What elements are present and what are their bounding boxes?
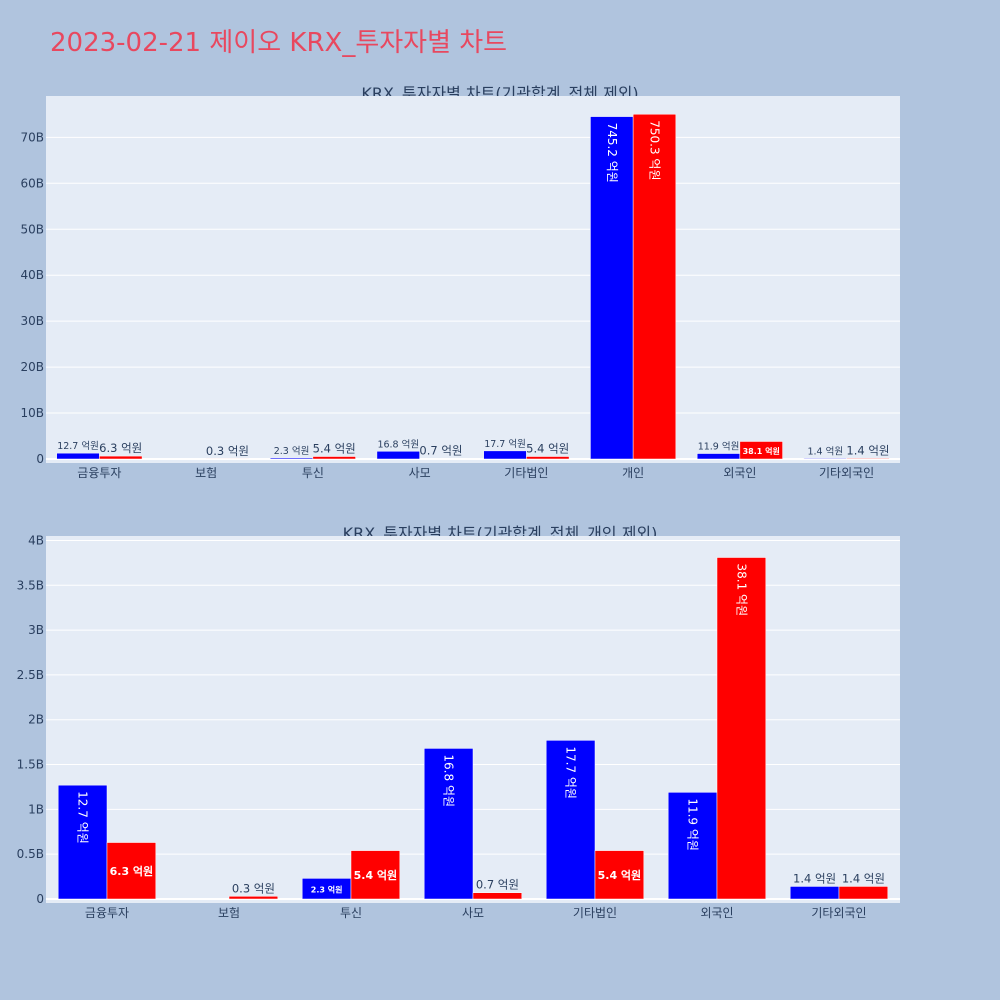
- y-tick-label: 0: [36, 892, 44, 906]
- bar-sell: [526, 456, 570, 460]
- bar-buy: [56, 452, 100, 460]
- y-tick-label: 40B: [20, 268, 44, 282]
- data-label: 38.1 억원: [743, 446, 780, 456]
- data-label: 2.3 억원: [274, 445, 310, 457]
- x-tick-label: 금융투자: [77, 466, 121, 480]
- data-label: 11.9 억원: [698, 441, 740, 453]
- bar-buy: [696, 453, 741, 460]
- y-tick-label: 3B: [28, 623, 44, 637]
- bar-sell: [106, 842, 157, 900]
- y-tick-label: 60B: [20, 176, 44, 190]
- bar-buy: [269, 457, 314, 460]
- bar-buy: [590, 116, 634, 460]
- bar-buy: [376, 451, 420, 460]
- data-label: 5.4 억원: [598, 868, 642, 882]
- y-tick-label: 4B: [28, 533, 44, 547]
- data-label: 17.7 억원: [564, 746, 578, 799]
- x-tick-label: 기타법인: [504, 466, 548, 480]
- data-label: 0.3 억원: [232, 881, 275, 895]
- bar-sell: [350, 850, 401, 900]
- data-label: 5.4 억원: [526, 442, 569, 456]
- y-tick-label: 10B: [20, 406, 44, 420]
- bar-buy: [57, 784, 108, 900]
- x-tick-label: 금융투자: [85, 906, 129, 920]
- bar-sell: [838, 886, 889, 900]
- x-tick-label: 외국인: [723, 466, 756, 480]
- bar-buy: [423, 748, 474, 900]
- bar-buy: [545, 740, 596, 900]
- data-label: 1.4 억원: [842, 871, 885, 885]
- y-tick-label: 3.5B: [17, 578, 44, 592]
- bar-sell: [739, 441, 783, 460]
- y-tick-label: 70B: [20, 130, 44, 144]
- x-tick-label: 기타법인: [573, 906, 617, 920]
- data-label: 750.3 억원: [647, 120, 661, 180]
- data-label: 1.4 억원: [846, 443, 889, 457]
- bar-buy: [667, 792, 718, 900]
- chart-2: 0 0.5B 1B 1.5B 2B 2.5B 3B 3.5B 4B 금융투자 12.7 억원 6.3 …: [17, 533, 900, 920]
- x-tick-label: 개인: [622, 466, 644, 480]
- bar-sell: [846, 458, 890, 460]
- data-label: 5.4 억원: [313, 442, 356, 456]
- data-label: 5.4 억원: [354, 868, 398, 882]
- data-label: 16.8 억원: [377, 438, 419, 450]
- bar-sell: [594, 850, 645, 900]
- y-tick-label: 1B: [28, 802, 44, 816]
- data-label: 1.4 억원: [793, 871, 836, 885]
- data-label: 6.3 억원: [99, 441, 142, 455]
- bar-buy: [789, 886, 840, 900]
- x-tick-label: 기타외국인: [811, 906, 866, 920]
- y-tick-label: 20B: [20, 360, 44, 374]
- data-label: 11.9 억원: [686, 798, 700, 851]
- data-label: 2.3 억원: [311, 885, 343, 895]
- bar-sell: [99, 455, 143, 460]
- chart-1: 0 10B 20B 30B 40B 50B 60B 70B 금융투자 12.7 억원 6.3 억원보…: [20, 96, 900, 480]
- data-label: 1.4 억원: [807, 445, 843, 457]
- x-tick-label: 사모: [409, 466, 431, 480]
- x-tick-label: 사모: [462, 906, 484, 920]
- y-tick-label: 50B: [20, 222, 44, 236]
- data-label: 17.7 억원: [484, 438, 526, 450]
- x-tick-label: 기타외국인: [819, 466, 874, 480]
- y-tick-label: 2B: [28, 713, 44, 727]
- bar-sell: [632, 113, 677, 460]
- x-tick-label: 외국인: [700, 906, 733, 920]
- y-tick-label: 30B: [20, 314, 44, 328]
- bar-buy: [483, 450, 527, 460]
- data-label: 6.3 억원: [110, 864, 154, 878]
- plot-area: [46, 96, 900, 463]
- y-tick-label: 0.5B: [17, 847, 44, 861]
- bar-sell: [716, 557, 767, 900]
- data-label: 0.3 억원: [206, 444, 249, 458]
- x-tick-label: 투신: [340, 906, 362, 920]
- data-label: 12.7 억원: [76, 791, 90, 844]
- data-label: 745.2 억원: [605, 123, 619, 183]
- x-tick-label: 보험: [218, 906, 240, 920]
- y-tick-label: 1.5B: [17, 758, 44, 772]
- data-label: 16.8 억원: [442, 754, 456, 807]
- data-label: 0.7 억원: [476, 878, 519, 892]
- x-tick-label: 투신: [302, 466, 324, 480]
- data-label: 12.7 억원: [57, 440, 99, 452]
- bar-sell: [472, 892, 523, 900]
- bar-buy: [803, 458, 847, 460]
- y-tick-label: 0: [36, 452, 44, 466]
- data-label: 0.7 억원: [419, 444, 462, 458]
- data-label: 38.1 억원: [734, 564, 748, 617]
- x-tick-label: 보험: [195, 466, 217, 480]
- page-title: 2023-02-21 제이오 KRX_투자자별 차트: [50, 28, 508, 58]
- bar-sell: [228, 896, 279, 900]
- bar-sell: [312, 456, 356, 460]
- y-tick-label: 2.5B: [17, 668, 44, 682]
